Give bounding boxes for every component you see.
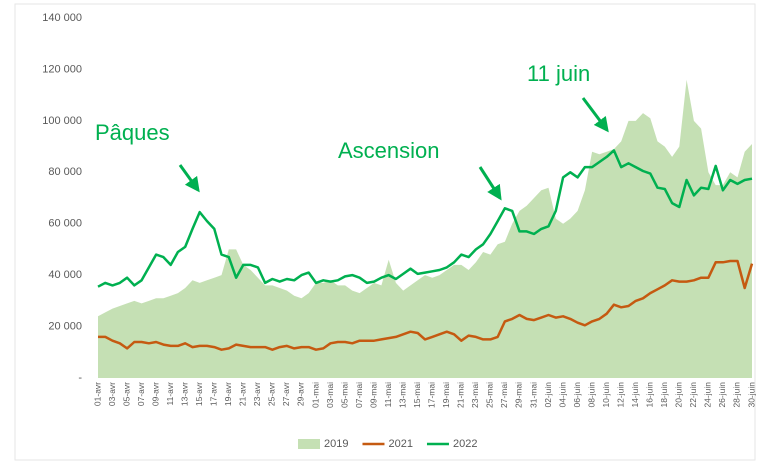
x-tick-label: 27-avr [281, 382, 291, 406]
x-tick-label: 15-mai [412, 382, 422, 408]
y-tick-label: 140 000 [42, 12, 82, 24]
x-tick-label: 24-juin [703, 382, 713, 408]
y-tick-label: 120 000 [42, 63, 82, 75]
y-tick-label: - [78, 372, 82, 384]
x-tick-label: 12-juin [615, 382, 625, 408]
legend-swatch [298, 439, 320, 449]
x-tick-label: 08-juin [586, 382, 596, 408]
x-tick-label: 09-avr [150, 382, 160, 406]
x-tick-label: 21-avr [238, 382, 248, 406]
annotation: Ascension [338, 138, 440, 163]
x-tick-label: 27-mai [499, 382, 509, 408]
x-tick-label: 30-juin [746, 382, 756, 408]
y-tick-label: 20 000 [48, 320, 82, 332]
x-tick-label: 05-avr [121, 382, 131, 406]
x-tick-label: 29-avr [296, 382, 306, 406]
x-tick-label: 28-juin [732, 382, 742, 408]
x-tick-label: 16-juin [645, 382, 655, 408]
x-tick-label: 04-juin [557, 382, 567, 408]
x-tick-label: 23-avr [252, 382, 262, 406]
x-tick-label: 09-mai [368, 382, 378, 408]
x-tick-label: 14-juin [630, 382, 640, 408]
annotation: 11 juin [527, 61, 590, 86]
x-tick-label: 07-mai [354, 382, 364, 408]
x-tick-label: 25-mai [485, 382, 495, 408]
x-tick-label: 07-avr [136, 382, 146, 406]
y-tick-label: 80 000 [48, 166, 82, 178]
y-tick-label: 100 000 [42, 115, 82, 127]
annotation: Pâques [95, 120, 170, 145]
x-tick-label: 21-mai [456, 382, 466, 408]
line [98, 259, 754, 351]
x-tick-label: 19-mai [441, 382, 451, 408]
y-tick-label: 40 000 [48, 269, 82, 281]
x-tick-label: 01-avr [92, 382, 102, 406]
x-tick-label: 01-mai [310, 382, 320, 408]
legend-label: 2021 [388, 438, 412, 450]
area [98, 79, 752, 378]
x-tick-label: 11-avr [165, 382, 175, 406]
x-tick-label: 02-juin [543, 382, 553, 408]
x-tick-label: 17-avr [209, 382, 219, 406]
annotation-arrow [581, 97, 609, 133]
x-tick-label: 20-juin [674, 382, 684, 408]
line [97, 149, 753, 288]
x-tick-label: 22-juin [688, 382, 698, 408]
annotation-arrow [478, 166, 502, 201]
x-tick-label: 10-juin [601, 382, 611, 408]
x-tick-label: 23-mai [470, 382, 480, 408]
x-tick-label: 26-juin [717, 382, 727, 408]
x-tick-label: 31-mai [528, 382, 538, 408]
x-tick-label: 05-mai [339, 382, 349, 408]
x-tick-label: 19-avr [223, 382, 233, 406]
x-tick-label: 03-avr [107, 382, 117, 406]
x-tick-label: 17-mai [427, 382, 437, 408]
x-tick-label: 06-juin [572, 382, 582, 408]
x-tick-label: 15-avr [194, 382, 204, 406]
x-tick-label: 29-mai [514, 382, 524, 408]
y-tick-label: 60 000 [48, 218, 82, 230]
x-tick-label: 25-avr [267, 382, 277, 406]
x-tick-label: 11-mai [383, 382, 393, 407]
x-tick-label: 03-mai [325, 382, 335, 408]
x-tick-label: 18-juin [659, 382, 669, 408]
legend-label: 2019 [324, 438, 348, 450]
annotation-arrow [178, 164, 200, 193]
x-tick-label: 13-avr [179, 382, 189, 406]
legend-label: 2022 [453, 438, 477, 450]
x-tick-label: 13-mai [397, 382, 407, 408]
